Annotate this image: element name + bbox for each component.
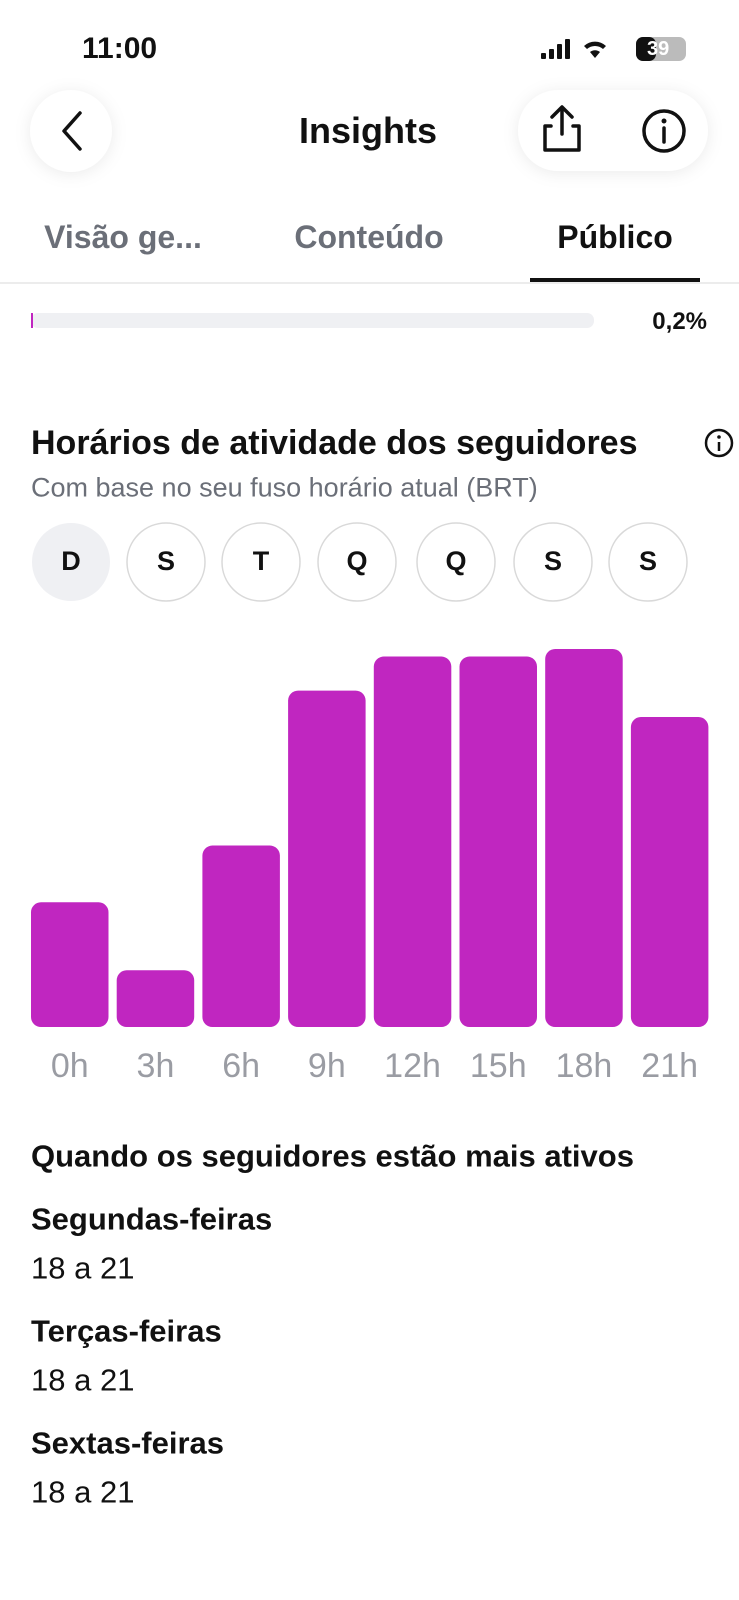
day-label: S — [544, 546, 562, 576]
day-chip[interactable] — [416, 522, 496, 602]
bar — [116, 970, 195, 1027]
day-label: S — [639, 546, 657, 576]
day-label: Q — [445, 546, 466, 576]
bar — [630, 717, 709, 1027]
progress-fill — [31, 313, 33, 328]
tab[interactable]: Conteúdo — [294, 219, 444, 255]
bar — [459, 656, 537, 1027]
x-tick-label: 3h — [137, 1047, 175, 1085]
x-tick-label: 21h — [641, 1047, 698, 1085]
day-chip[interactable] — [608, 522, 688, 602]
day-chip[interactable] — [221, 522, 301, 602]
x-tick-label: 12h — [384, 1047, 441, 1085]
progress-track — [31, 313, 594, 328]
active-hours: 18 a 21 — [31, 1250, 135, 1286]
active-day: Terças-feiras — [31, 1313, 222, 1349]
active-title: Quando os seguidores estão mais ativos — [31, 1138, 634, 1174]
clock: 11:00 — [82, 32, 158, 65]
active-hours: 18 a 21 — [31, 1474, 135, 1510]
bar — [31, 902, 109, 1027]
day-label: S — [157, 546, 175, 576]
status-icons — [541, 37, 686, 61]
day-chip[interactable] — [126, 522, 206, 602]
tab-underline — [530, 278, 700, 282]
bar — [288, 690, 366, 1027]
bar — [373, 656, 452, 1027]
x-tick-label: 0h — [51, 1047, 89, 1085]
x-tick-label: 15h — [470, 1047, 527, 1085]
info-icon — [704, 428, 734, 458]
active-hours: 18 a 21 — [31, 1362, 135, 1398]
back-button[interactable] — [30, 90, 112, 172]
share-button[interactable] — [543, 105, 581, 152]
page-title: Insights — [298, 110, 438, 151]
day-chip[interactable] — [317, 522, 397, 602]
x-tick-label: 6h — [222, 1047, 260, 1085]
bar — [202, 845, 280, 1027]
x-tick-label: 18h — [556, 1047, 613, 1085]
active-day: Sextas-feiras — [31, 1425, 225, 1461]
active-day: Segundas-feiras — [31, 1201, 273, 1237]
day-chip[interactable] — [32, 523, 110, 601]
tab[interactable]: Visão ge... — [44, 219, 202, 255]
day-label: Q — [346, 546, 367, 576]
day-label: D — [61, 546, 81, 576]
back-icon — [62, 111, 82, 151]
info-button[interactable] — [642, 109, 686, 153]
battery-level: 39 — [647, 38, 670, 60]
progress-label: 0,2% — [652, 308, 707, 335]
section-title: Horários de atividade dos seguidores — [31, 424, 638, 462]
x-tick-label: 9h — [308, 1047, 346, 1085]
day-chip[interactable] — [513, 522, 593, 602]
day-label: T — [253, 546, 270, 576]
tab-active[interactable]: Público — [557, 219, 673, 255]
bar — [545, 649, 623, 1027]
section-subtitle: Com base no seu fuso horário atual (BRT) — [31, 472, 538, 503]
